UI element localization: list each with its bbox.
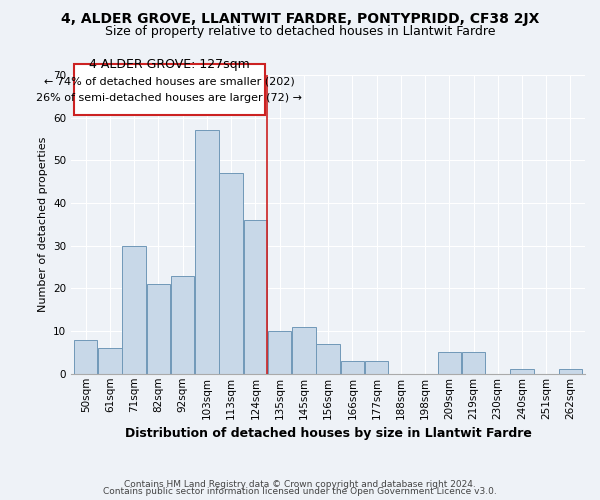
Bar — [316, 344, 340, 374]
Bar — [559, 370, 582, 374]
Bar — [437, 352, 461, 374]
Bar — [292, 327, 316, 374]
Bar — [122, 246, 146, 374]
Text: 4 ALDER GROVE: 127sqm: 4 ALDER GROVE: 127sqm — [89, 58, 250, 71]
Text: Size of property relative to detached houses in Llantwit Fardre: Size of property relative to detached ho… — [105, 25, 495, 38]
FancyBboxPatch shape — [74, 64, 265, 116]
Bar — [171, 276, 194, 374]
Bar — [341, 361, 364, 374]
Bar — [195, 130, 218, 374]
Bar — [74, 340, 97, 374]
Y-axis label: Number of detached properties: Number of detached properties — [38, 136, 47, 312]
Bar — [146, 284, 170, 374]
Bar — [510, 370, 534, 374]
Bar — [462, 352, 485, 374]
Bar — [220, 173, 243, 374]
Text: ← 74% of detached houses are smaller (202): ← 74% of detached houses are smaller (20… — [44, 77, 295, 87]
X-axis label: Distribution of detached houses by size in Llantwit Fardre: Distribution of detached houses by size … — [125, 427, 532, 440]
Bar — [98, 348, 122, 374]
Bar — [244, 220, 267, 374]
Bar — [268, 331, 292, 374]
Bar — [365, 361, 388, 374]
Text: Contains public sector information licensed under the Open Government Licence v3: Contains public sector information licen… — [103, 488, 497, 496]
Text: 4, ALDER GROVE, LLANTWIT FARDRE, PONTYPRIDD, CF38 2JX: 4, ALDER GROVE, LLANTWIT FARDRE, PONTYPR… — [61, 12, 539, 26]
Text: 26% of semi-detached houses are larger (72) →: 26% of semi-detached houses are larger (… — [37, 92, 302, 102]
Text: Contains HM Land Registry data © Crown copyright and database right 2024.: Contains HM Land Registry data © Crown c… — [124, 480, 476, 489]
